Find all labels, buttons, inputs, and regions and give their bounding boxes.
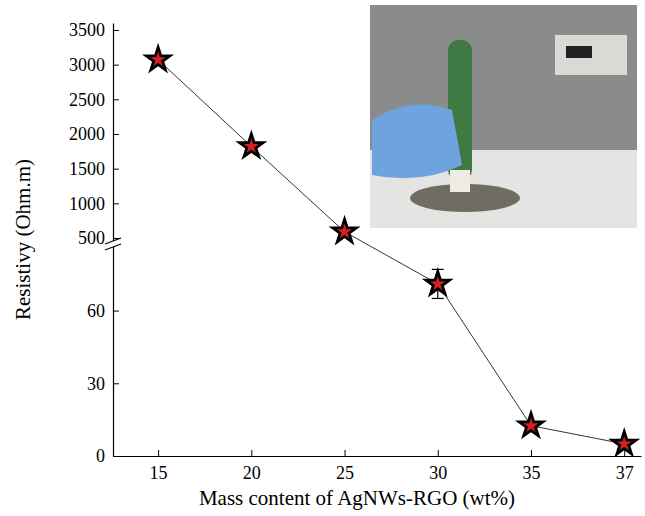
marker <box>515 409 547 440</box>
axis-break-gap <box>105 241 121 247</box>
inset-photo <box>370 5 637 228</box>
x-axis-line <box>114 456 642 457</box>
chart: 15 20 25 30 35 37 0 30 60 500 1000 1500 2000 2500 3000… <box>0 0 645 516</box>
data-line <box>158 60 624 444</box>
marker-inner <box>523 418 538 432</box>
photo-background <box>370 5 637 228</box>
y-tick-mark <box>113 65 119 66</box>
marker <box>329 215 361 246</box>
y-tick-label: 500 <box>78 228 105 248</box>
y-tick: 2000 <box>69 124 119 144</box>
y-tick-label: 3500 <box>69 20 105 40</box>
y-tick: 3500 <box>69 20 119 40</box>
x-tick-label: 25 <box>336 463 354 483</box>
photo-probe-tip <box>450 170 470 192</box>
marker-inner <box>337 224 352 238</box>
marker-outer <box>608 427 640 456</box>
x-tick: 25 <box>336 450 354 483</box>
marker <box>235 130 267 161</box>
y-tick-mark <box>113 456 119 457</box>
y-tick: 30 <box>87 374 119 394</box>
x-tick-mark <box>345 450 346 456</box>
x-tick-mark <box>158 450 159 456</box>
plot-area <box>142 43 640 456</box>
x-axis-title: Mass content of AgNWs-RGO (wt%) <box>199 486 515 510</box>
y-tick-mark <box>113 311 119 312</box>
x-tick: 30 <box>429 450 447 483</box>
y-tick-mark <box>113 383 119 384</box>
x-axis: 15 20 25 30 35 37 <box>114 450 642 483</box>
x-tick: 15 <box>150 450 168 483</box>
y-tick: 0 <box>96 446 119 466</box>
marker-inner <box>617 436 632 450</box>
x-tick-mark <box>251 450 252 456</box>
photo-display <box>566 46 592 58</box>
axis-break-slash <box>105 244 121 250</box>
marker <box>142 43 174 74</box>
y-tick-mark <box>113 203 119 204</box>
x-tick-mark <box>438 450 439 456</box>
y-tick-label: 0 <box>96 446 105 466</box>
photo-glove <box>372 104 462 178</box>
marker-outer <box>422 267 454 298</box>
marker-inner <box>244 139 259 153</box>
y-tick-label: 60 <box>87 301 105 321</box>
y-tick-label: 2500 <box>69 90 105 110</box>
y-tick-label: 1500 <box>69 159 105 179</box>
y-tick: 2500 <box>69 90 119 110</box>
y-tick-label: 2000 <box>69 124 105 144</box>
y-axis-line <box>113 24 114 457</box>
axis-break <box>105 238 121 250</box>
y-tick: 60 <box>87 301 119 321</box>
x-tick: 20 <box>243 450 261 483</box>
y-tick: 1000 <box>69 194 119 214</box>
y-axis-title: Resistivy (Ohm.m) <box>11 159 35 320</box>
x-tick: 35 <box>523 450 541 483</box>
y-tick: 3000 <box>69 55 119 75</box>
y-tick-mark <box>113 99 119 100</box>
marker-outer <box>142 43 174 74</box>
x-tick-label: 37 <box>616 463 634 483</box>
axis-break-slash <box>105 238 121 244</box>
marker <box>608 427 640 456</box>
photo-meter <box>555 35 627 75</box>
marker-outer <box>235 130 267 161</box>
x-tick-label: 20 <box>243 463 261 483</box>
x-tick-label: 35 <box>523 463 541 483</box>
marker-outer <box>329 215 361 246</box>
marker <box>422 267 454 298</box>
y-tick-label: 3000 <box>69 55 105 75</box>
marker-inner <box>151 52 166 66</box>
y-tick-mark <box>113 169 119 170</box>
marker-outer <box>515 409 547 440</box>
y-tick-mark <box>113 134 119 135</box>
marker-inner <box>430 276 445 290</box>
x-tick-label: 15 <box>150 463 168 483</box>
y-tick-label: 1000 <box>69 194 105 214</box>
y-tick: 1500 <box>69 159 119 179</box>
x-tick-label: 30 <box>429 463 447 483</box>
y-tick-mark <box>113 30 119 31</box>
y-tick-label: 30 <box>87 374 105 394</box>
x-tick-mark <box>531 450 532 456</box>
error-bar-cap <box>432 298 444 299</box>
